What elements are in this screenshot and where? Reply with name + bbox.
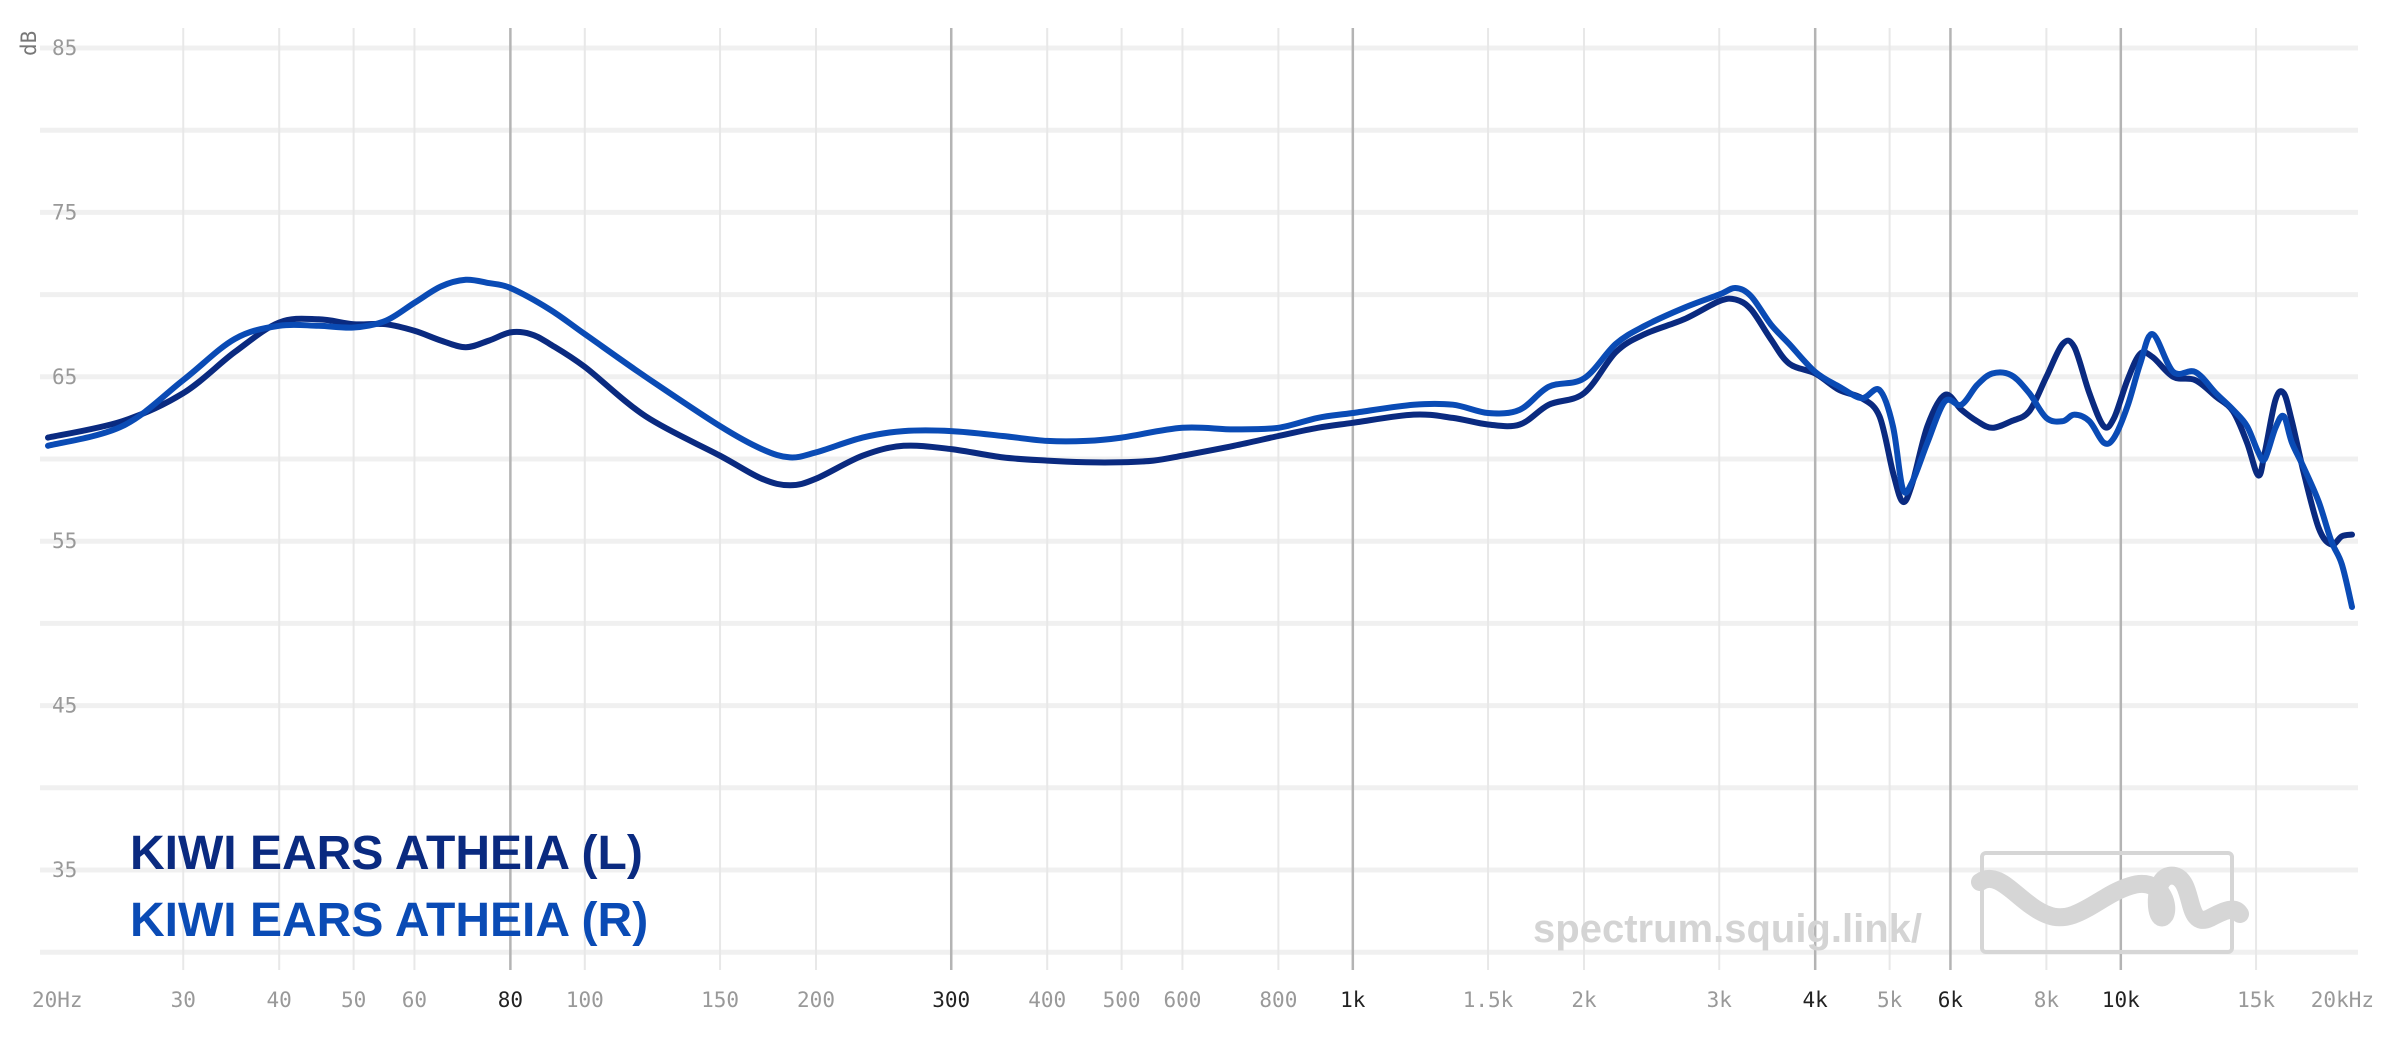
x-tick-label-8k: 8k [2034, 988, 2060, 1012]
x-tick-label-60: 60 [402, 988, 427, 1012]
x-tick-label-4k: 4k [1803, 988, 1829, 1012]
x-tick-label-400: 400 [1028, 988, 1066, 1012]
legend-entry-right: KIWI EARS ATHEIA (R) [130, 894, 648, 947]
x-tick-label-300: 300 [932, 988, 970, 1012]
y-tick-label-75: 75 [52, 200, 77, 224]
y-tick-label-55: 55 [52, 529, 77, 553]
y-axis-unit-label: dB [17, 31, 41, 56]
x-tick-label-20Hz: 20Hz [32, 988, 83, 1012]
series-line-left [45, 295, 2355, 548]
y-tick-label-35: 35 [52, 858, 77, 882]
squiglink-logo-icon [1971, 851, 2249, 954]
x-tick-label-600: 600 [1163, 988, 1201, 1012]
x-tick-label-40: 40 [267, 988, 292, 1012]
x-tick-label-3k: 3k [1707, 988, 1733, 1012]
x-axis-labels: 20Hz 30 40 50 60 80 100 150 200 300 400 500 600 800 1k… [32, 988, 2374, 1012]
x-tick-label-100: 100 [566, 988, 604, 1012]
x-tick-label-80: 80 [498, 988, 523, 1012]
x-tick-label-20kHz: 20kHz [2311, 988, 2374, 1012]
legend-entry-left: KIWI EARS ATHEIA (L) [130, 827, 643, 880]
series-line-right [45, 276, 2355, 610]
x-tick-label-10k: 10k [2102, 988, 2140, 1012]
x-tick-label-150: 150 [701, 988, 739, 1012]
x-tick-label-6k: 6k [1938, 988, 1964, 1012]
watermark-text: spectrum.squig.link/ [1533, 907, 1922, 951]
x-tick-label-200: 200 [797, 988, 835, 1012]
y-axis-labels: 85 75 65 55 45 35 [52, 36, 77, 882]
watermark: spectrum.squig.link/ [1533, 851, 2249, 954]
x-tick-label-800: 800 [1259, 988, 1297, 1012]
vertical-gridlines [182, 28, 2258, 970]
x-tick-label-15k: 15k [2237, 988, 2275, 1012]
legend: KIWI EARS ATHEIA (L) KIWI EARS ATHEIA (R… [130, 827, 648, 947]
y-tick-label-65: 65 [52, 365, 77, 389]
y-tick-label-85: 85 [52, 36, 77, 60]
horizontal-gridlines [40, 45, 2358, 955]
x-tick-label-5k: 5k [1877, 988, 1903, 1012]
x-tick-label-30: 30 [171, 988, 196, 1012]
x-tick-label-500: 500 [1103, 988, 1141, 1012]
x-tick-label-1k: 1k [1340, 988, 1366, 1012]
frequency-response-curves [45, 276, 2355, 610]
x-tick-label-2k: 2k [1571, 988, 1597, 1012]
x-tick-label-50: 50 [341, 988, 366, 1012]
x-tick-label-1.5k: 1.5k [1463, 988, 1514, 1012]
y-tick-label-45: 45 [52, 694, 77, 718]
